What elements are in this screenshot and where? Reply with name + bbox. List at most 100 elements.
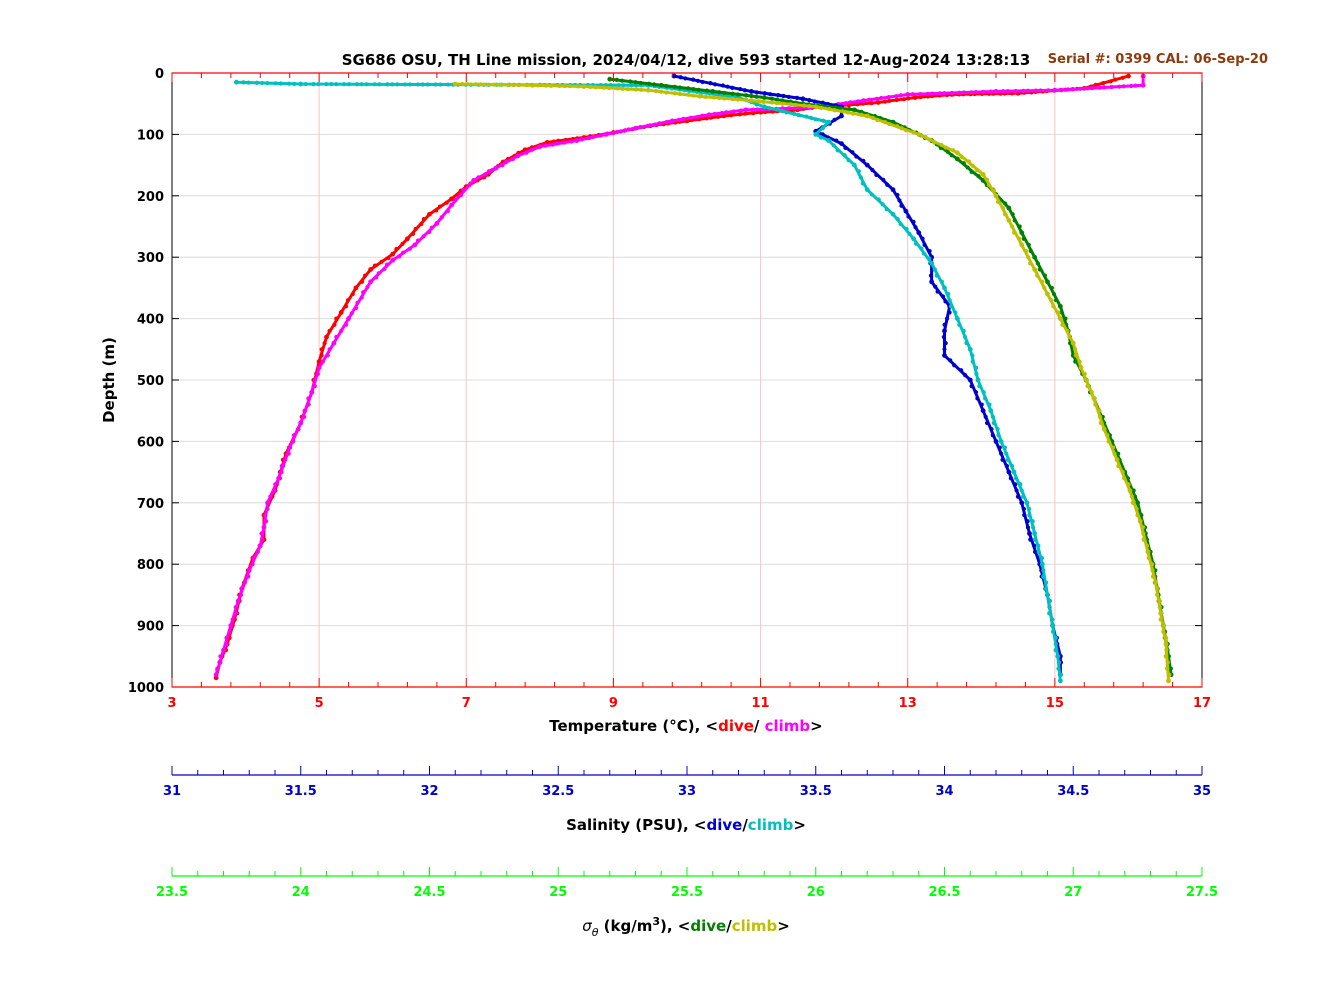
data-point bbox=[1155, 592, 1160, 598]
data-point bbox=[1037, 267, 1042, 272]
data-point bbox=[1046, 88, 1051, 93]
data-point bbox=[927, 248, 932, 254]
data-point bbox=[483, 172, 488, 177]
data-point bbox=[885, 182, 890, 187]
data-point bbox=[672, 91, 677, 96]
data-point bbox=[784, 110, 789, 115]
data-point bbox=[1053, 641, 1058, 647]
data-point bbox=[316, 359, 322, 364]
data-point bbox=[309, 389, 315, 395]
data-point bbox=[420, 82, 425, 87]
data-point bbox=[932, 267, 937, 272]
data-point bbox=[591, 134, 596, 139]
data-point bbox=[947, 298, 952, 303]
data-point bbox=[218, 660, 223, 665]
data-point bbox=[1131, 488, 1136, 493]
data-point bbox=[974, 371, 979, 376]
data-point bbox=[1155, 586, 1160, 591]
data-point bbox=[255, 549, 260, 555]
data-point bbox=[974, 167, 979, 173]
data-point bbox=[861, 98, 866, 104]
data-point bbox=[683, 76, 688, 81]
data-point bbox=[749, 93, 754, 99]
data-point bbox=[492, 82, 497, 87]
data-point bbox=[341, 82, 347, 87]
data-point bbox=[1158, 610, 1164, 616]
data-point bbox=[1167, 672, 1172, 677]
data-point bbox=[1000, 457, 1005, 462]
data-point bbox=[717, 90, 722, 95]
data-point bbox=[1042, 285, 1047, 290]
data-point bbox=[628, 79, 633, 84]
data-point bbox=[634, 87, 639, 92]
data-point bbox=[646, 81, 652, 86]
data-point bbox=[221, 647, 226, 653]
data-point bbox=[695, 78, 700, 83]
data-point bbox=[327, 328, 332, 333]
data-point bbox=[832, 117, 837, 122]
data-point bbox=[658, 82, 664, 88]
data-point bbox=[421, 234, 426, 239]
data-point bbox=[664, 90, 669, 95]
data-point bbox=[737, 112, 742, 117]
data-point bbox=[921, 251, 926, 256]
data-point bbox=[1019, 488, 1024, 493]
data-point bbox=[265, 506, 270, 512]
data-point bbox=[395, 82, 400, 87]
data-point bbox=[286, 81, 292, 86]
data-point bbox=[1157, 605, 1162, 610]
data-point bbox=[677, 85, 683, 90]
data-point bbox=[880, 202, 885, 207]
data-point bbox=[1004, 463, 1010, 469]
data-point bbox=[302, 408, 307, 413]
data-point bbox=[1026, 506, 1032, 512]
temperature-label-dive: dive bbox=[718, 717, 754, 735]
data-point bbox=[629, 83, 634, 88]
data-point bbox=[238, 592, 244, 598]
data-point bbox=[890, 187, 896, 193]
data-point bbox=[607, 85, 612, 91]
salinity-tick-label: 32 bbox=[420, 784, 438, 799]
data-point bbox=[835, 148, 840, 153]
data-point bbox=[312, 377, 317, 383]
data-point bbox=[930, 91, 935, 96]
data-point bbox=[911, 219, 916, 224]
salinity-label-main: Salinity (PSU), < bbox=[566, 816, 706, 834]
data-point bbox=[638, 124, 643, 130]
data-point bbox=[696, 87, 701, 92]
data-point bbox=[1009, 224, 1015, 229]
data-point bbox=[970, 353, 975, 358]
data-point bbox=[405, 236, 410, 242]
data-point bbox=[400, 241, 405, 246]
data-point bbox=[562, 83, 567, 89]
data-point bbox=[276, 475, 282, 481]
data-point bbox=[1164, 635, 1169, 640]
data-point bbox=[478, 82, 484, 87]
data-point bbox=[981, 390, 986, 395]
grid bbox=[172, 73, 1202, 687]
data-point bbox=[515, 153, 521, 159]
data-point bbox=[903, 208, 909, 214]
data-point bbox=[437, 204, 443, 209]
data-point bbox=[615, 86, 620, 91]
data-point bbox=[633, 80, 638, 85]
data-point bbox=[349, 311, 354, 316]
data-point bbox=[804, 114, 809, 119]
data-point bbox=[664, 83, 669, 89]
data-point bbox=[1106, 439, 1111, 444]
data-point bbox=[839, 141, 844, 147]
data-point bbox=[988, 408, 994, 414]
data-point bbox=[1021, 88, 1026, 93]
density-tick-label: 23.5 bbox=[156, 885, 188, 900]
data-point bbox=[925, 91, 930, 96]
data-point bbox=[1113, 77, 1118, 82]
data-point bbox=[1133, 83, 1138, 88]
data-point bbox=[361, 290, 366, 295]
data-point bbox=[278, 81, 283, 86]
density-tick-label: 27.5 bbox=[1186, 885, 1218, 900]
data-point bbox=[633, 125, 638, 131]
data-point bbox=[332, 322, 337, 327]
data-point bbox=[346, 316, 351, 321]
data-point bbox=[1134, 506, 1139, 512]
data-point bbox=[758, 110, 763, 115]
